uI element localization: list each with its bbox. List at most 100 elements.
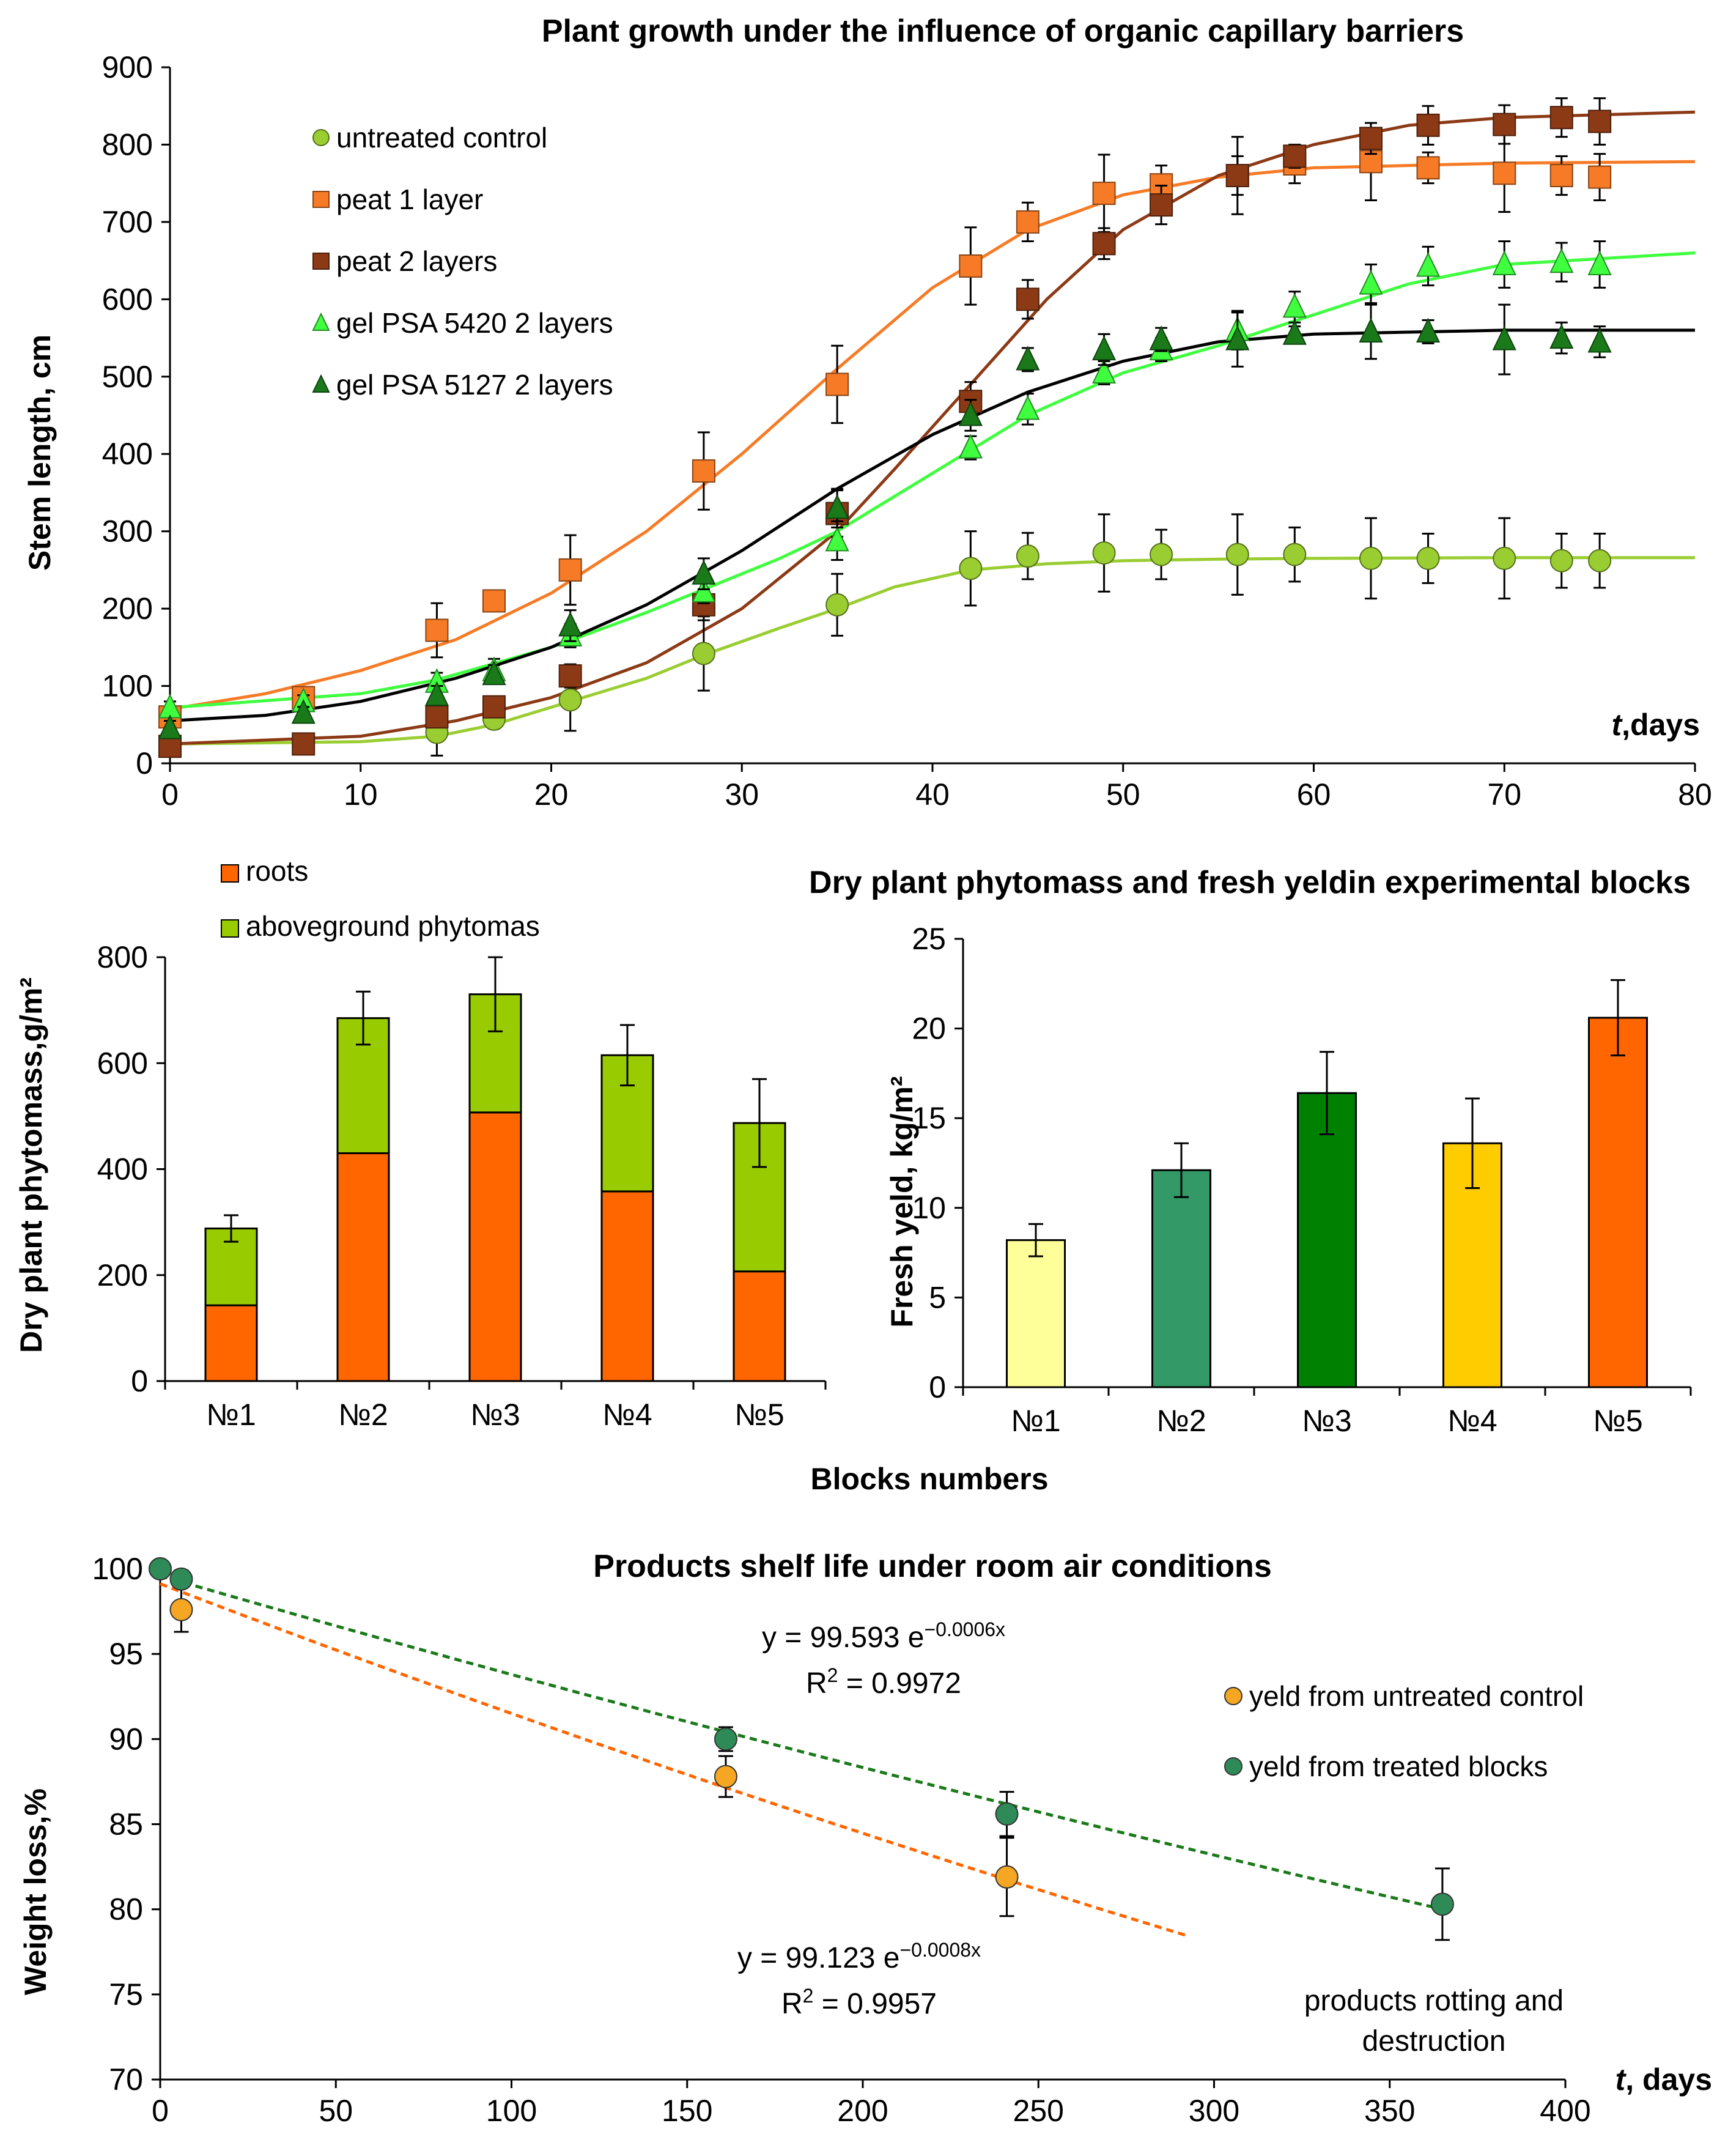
rotting-annotation-line2: destruction xyxy=(1362,2025,1506,2058)
legend-marker-yeld-from-treated-blocks xyxy=(1224,1757,1242,1776)
growth-x-tick-label: 40 xyxy=(915,777,950,812)
control-fit-r2: R2 = 0.9957 xyxy=(781,1985,937,2020)
data-point xyxy=(1092,182,1116,206)
growth-chart: Plant growth under the influence of orga… xyxy=(23,13,1712,812)
fresh-yield-x-tick-label: №2 xyxy=(1156,1404,1206,1438)
data-point xyxy=(291,698,316,724)
legend-marker-gel-psa-5127-2-layers xyxy=(312,374,330,393)
growth-x-tick-label: 80 xyxy=(1678,777,1712,812)
phytomass-y-tick-label: 400 xyxy=(97,1152,148,1187)
data-point xyxy=(959,557,983,580)
data-point xyxy=(1416,251,1441,277)
data-point xyxy=(1588,109,1612,133)
data-point xyxy=(1359,546,1383,570)
data-point xyxy=(825,372,849,396)
data-point xyxy=(995,1802,1019,1826)
data-point xyxy=(1092,232,1116,256)
growth-chart-title: Plant growth under the influence of orga… xyxy=(542,13,1464,49)
data-point xyxy=(825,526,849,552)
error-bar xyxy=(488,956,503,1032)
fresh-yield-y-tick-label: 15 xyxy=(912,1101,946,1135)
phytomass-x-tick-label: №2 xyxy=(338,1398,388,1432)
bar-fresh-yield xyxy=(1297,1092,1357,1388)
shelf-life-x-tick-label: 350 xyxy=(1364,2094,1415,2128)
data-point xyxy=(558,558,582,582)
series-yeld-from-untreated-control xyxy=(149,1557,1019,1917)
shelf-life-chart: Products shelf life under room air condi… xyxy=(18,1549,1712,2128)
series-yeld-from-treated-blocks xyxy=(149,1557,1454,1941)
fit-curve-untreated-control xyxy=(169,556,1695,746)
fresh-yield-y-tick-label: 0 xyxy=(929,1370,946,1404)
growth-x-tick-label: 10 xyxy=(344,777,378,812)
data-point xyxy=(1092,541,1116,565)
growth-x-tick-label: 30 xyxy=(725,777,759,812)
trendline-yeld-from-treated-blocks xyxy=(160,1574,1443,1911)
shelf-life-x-axis-label: t, days xyxy=(1615,2062,1712,2097)
data-point xyxy=(1493,546,1516,570)
shelf-life-y-tick-label: 80 xyxy=(109,1892,143,1927)
phytomass-legend: roots aboveground phytomas xyxy=(221,855,540,942)
legend-label-aboveground-phytomas: aboveground phytomas xyxy=(246,910,540,942)
shelf-life-x-tick-label: 150 xyxy=(662,2094,712,2128)
data-point xyxy=(1492,250,1516,275)
data-point xyxy=(482,589,506,613)
bar-fresh-yield xyxy=(1151,1169,1211,1388)
data-point xyxy=(958,434,983,459)
growth-x-tick-label: 20 xyxy=(534,777,569,812)
data-point xyxy=(825,593,849,617)
data-point xyxy=(1359,127,1383,150)
data-point xyxy=(424,681,449,706)
fresh-yield-x-tick-label: №4 xyxy=(1447,1404,1497,1438)
legend-label-yeld-from-untreated-control: yeld from untreated control xyxy=(1249,1680,1584,1712)
treated-fit-r2: R2 = 0.9972 xyxy=(806,1664,961,1700)
data-point xyxy=(1359,270,1383,295)
treated-fit-equation-main: y = 99.593 e xyxy=(762,1621,925,1654)
data-point xyxy=(558,611,583,637)
phytomass-y-tick-label: 200 xyxy=(97,1258,148,1292)
data-point xyxy=(1016,210,1039,234)
legend-swatch-roots xyxy=(221,864,239,883)
fresh-yield-x-tick-label: №5 xyxy=(1593,1404,1642,1438)
legend-marker-untreated-control xyxy=(312,129,330,146)
phytomass-y-tick-label: 800 xyxy=(97,940,148,974)
shelf-life-y-tick-label: 100 xyxy=(92,1552,143,1586)
error-bar xyxy=(1611,979,1625,1057)
legend-label-gel-psa-5420-2-layers: gel PSA 5420 2 layers xyxy=(336,307,613,339)
treated-fit-r2-value: = 0.9972 xyxy=(838,1667,961,1700)
shelf-life-chart-title: Products shelf life under room air condi… xyxy=(593,1549,1271,1584)
data-point xyxy=(1549,248,1574,273)
legend-label-gel-psa-5127-2-layers: gel PSA 5127 2 layers xyxy=(336,369,613,401)
data-point xyxy=(1359,317,1383,343)
growth-y-tick-label: 400 xyxy=(102,437,153,471)
data-point xyxy=(1587,327,1612,353)
fresh-yield-y-tick-label: 10 xyxy=(912,1191,946,1225)
fresh-yield-y-tick-label: 25 xyxy=(912,922,946,956)
legend-marker-peat-1-layer xyxy=(312,191,330,208)
shelf-life-x-tick-label: 400 xyxy=(1540,2094,1590,2128)
growth-y-axis-label: Stem length, cm xyxy=(23,335,57,571)
data-point xyxy=(714,1765,737,1788)
shelf-life-y-axis-label: Weight loss,% xyxy=(18,1788,53,1995)
data-point xyxy=(1587,250,1612,275)
growth-y-tick-label: 500 xyxy=(102,360,153,394)
fresh-yield-x-tick-label: №1 xyxy=(1011,1404,1060,1438)
data-point xyxy=(1091,358,1117,384)
growth-x-tick-label: 50 xyxy=(1106,777,1140,812)
data-point xyxy=(1549,324,1574,349)
data-point xyxy=(692,577,716,602)
phytomass-y-tick-label: 0 xyxy=(131,1364,148,1398)
shelf-life-y-tick-label: 85 xyxy=(109,1807,143,1842)
phytomass-chart: Dry plant phytomass,g/m² 0 200 400 600 800 №1… xyxy=(14,855,827,1432)
growth-y-tick-label: 300 xyxy=(102,514,153,549)
bar-roots xyxy=(468,1111,522,1382)
growth-legend: untreated control peat 1 layer peat 2 laye… xyxy=(312,122,613,401)
control-fit-r2-value: = 0.9957 xyxy=(813,1988,937,2020)
data-point xyxy=(825,494,849,519)
legend-label-roots: roots xyxy=(246,855,308,887)
fresh-yield-y-axis-label: Fresh yeld, kg/m² xyxy=(885,1076,919,1327)
data-point xyxy=(482,660,506,686)
data-point xyxy=(1549,164,1573,188)
control-fit-r2-sup: 2 xyxy=(803,1985,814,2007)
data-point xyxy=(692,560,716,585)
